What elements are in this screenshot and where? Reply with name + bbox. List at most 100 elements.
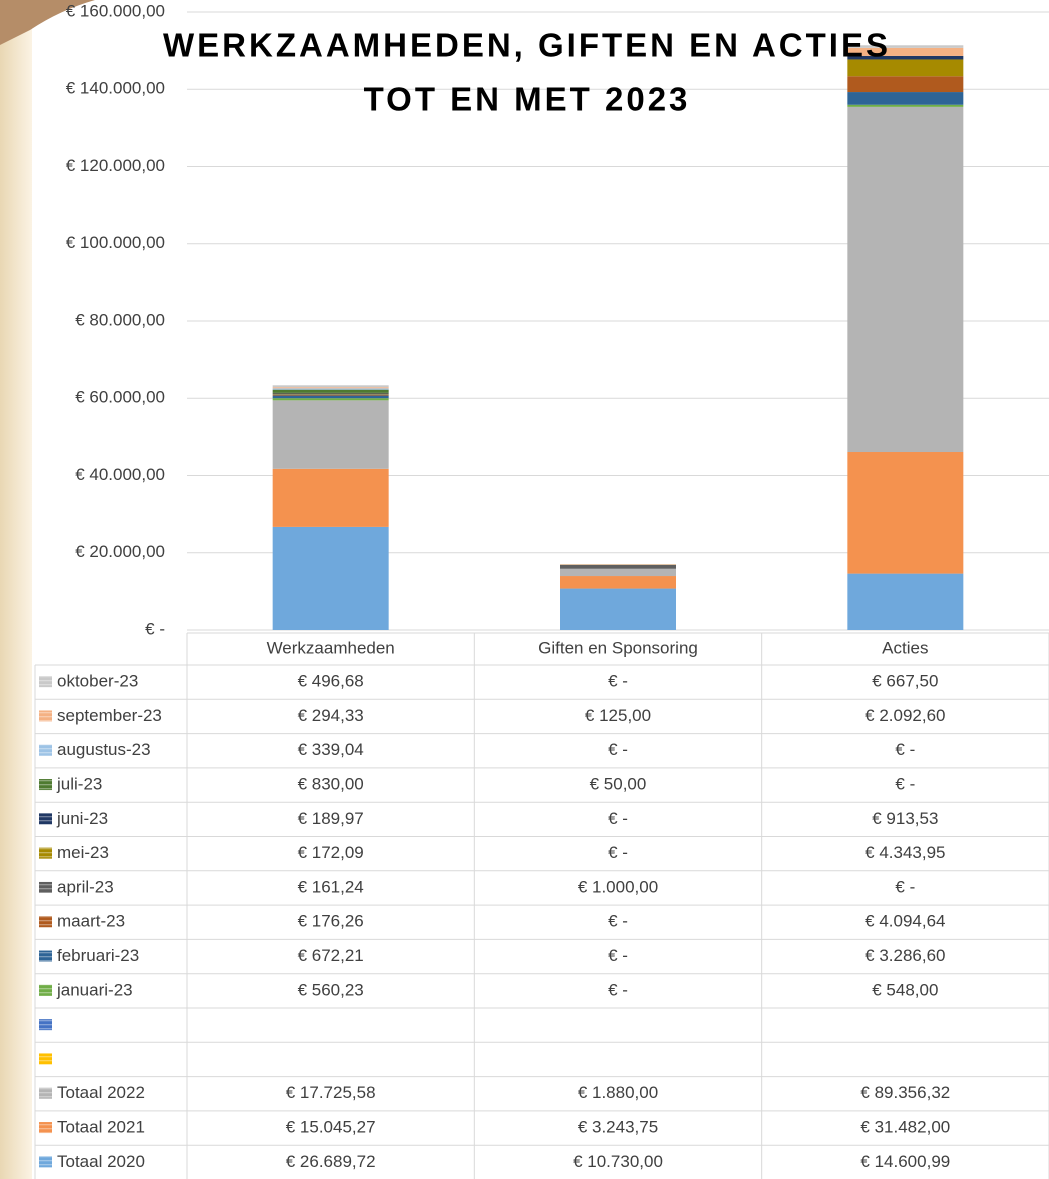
legend-label: mei-23 [57, 843, 109, 862]
table-cell: € 1.000,00 [578, 877, 658, 896]
bar-segment [847, 574, 963, 630]
table-cell: € - [895, 775, 915, 794]
bar-segment [273, 398, 389, 400]
background-strip [0, 0, 32, 1179]
table-cell: € 548,00 [872, 980, 938, 999]
legend-swatch-stripes [39, 985, 52, 996]
x-tick-label: Giften en Sponsoring [538, 638, 698, 657]
table-cell: € 2.092,60 [865, 706, 945, 725]
bar-segment [273, 393, 389, 394]
table-cell: € 172,09 [298, 843, 364, 862]
table-cell: € 913,53 [872, 809, 938, 828]
legend-label: Totaal 2022 [57, 1083, 145, 1102]
y-tick-label: € 40.000,00 [75, 465, 165, 484]
chart-title: TOT EN MET 2023 [364, 81, 691, 118]
table-cell: € 339,04 [298, 740, 364, 759]
table-cell: € 560,23 [298, 980, 364, 999]
legend-label: Totaal 2020 [57, 1152, 145, 1171]
bar-segment [273, 387, 389, 388]
legend-swatch-stripes [39, 813, 52, 824]
legend-label: Totaal 2021 [57, 1118, 145, 1137]
bar-segment [847, 452, 963, 574]
table-cell: € 14.600,99 [860, 1152, 950, 1171]
table-cell: € 125,00 [585, 706, 651, 725]
legend-swatch-stripes [39, 951, 52, 962]
bar-segment [273, 395, 389, 396]
table-cell: € - [608, 946, 628, 965]
legend-swatch-stripes [39, 882, 52, 893]
bar-segment [560, 569, 676, 576]
legend-label: juli-23 [56, 775, 102, 794]
legend-swatch-stripes [39, 1088, 52, 1099]
table-cell: € 10.730,00 [573, 1152, 663, 1171]
legend-swatch-stripes [39, 745, 52, 756]
table-cell: € 4.094,64 [865, 912, 945, 931]
legend-swatch-stripes [39, 676, 52, 687]
chart-title: WERKZAAMHEDEN, GIFTEN EN ACTIES [163, 27, 891, 64]
legend-swatch-stripes [39, 1122, 52, 1133]
table-cell: € 31.482,00 [860, 1118, 950, 1137]
bar-segment [273, 400, 389, 468]
x-tick-label: Werkzaamheden [267, 638, 395, 657]
table-cell: € - [895, 740, 915, 759]
table-cell: € 89.356,32 [860, 1083, 950, 1102]
bar-segment [560, 576, 676, 589]
table-cell: € 667,50 [872, 672, 938, 691]
legend-label: februari-23 [57, 946, 139, 965]
bar-segment [560, 565, 676, 569]
table-cell: € - [608, 980, 628, 999]
table-cell: € - [608, 809, 628, 828]
bar-segment [273, 388, 389, 389]
y-tick-label: € - [145, 619, 165, 638]
legend-swatch-stripes [39, 1019, 52, 1030]
y-tick-label: € 100.000,00 [66, 233, 165, 252]
legend-swatch-stripes [39, 916, 52, 927]
legend-label: april-23 [57, 877, 114, 896]
legend-label: juni-23 [56, 809, 108, 828]
table-cell: € 1.880,00 [578, 1083, 658, 1102]
y-tick-label: € 80.000,00 [75, 310, 165, 329]
table-cell: € 161,24 [298, 877, 364, 896]
table-cell: € 189,97 [298, 809, 364, 828]
table-cell: € 294,33 [298, 706, 364, 725]
table-cell: € - [608, 740, 628, 759]
table-cell: € 176,26 [298, 912, 364, 931]
legend-swatch-stripes [39, 710, 52, 721]
table-cell: € 26.689,72 [286, 1152, 376, 1171]
legend-swatch-stripes [39, 848, 52, 859]
table-cell: € 4.343,95 [865, 843, 945, 862]
bar-segment [273, 527, 389, 630]
bar-segment [273, 390, 389, 393]
legend-swatch-stripes [39, 1156, 52, 1167]
legend-swatch-stripes [39, 779, 52, 790]
legend-swatch-stripes [39, 1053, 52, 1064]
legend-label: september-23 [57, 706, 162, 725]
bar-segment [273, 469, 389, 527]
bar-segment [847, 76, 963, 92]
bar-segment [847, 107, 963, 452]
table-cell: € 15.045,27 [286, 1118, 376, 1137]
table-cell: € 830,00 [298, 775, 364, 794]
legend-label: oktober-23 [57, 672, 138, 691]
y-tick-label: € 20.000,00 [75, 542, 165, 561]
table-cell: € - [608, 912, 628, 931]
bar-segment [273, 394, 389, 395]
table-cell: € 50,00 [590, 775, 647, 794]
table-cell: € 3.243,75 [578, 1118, 658, 1137]
table-cell: € 672,21 [298, 946, 364, 965]
table-cell: € - [608, 843, 628, 862]
table-cell: € 496,68 [298, 672, 364, 691]
bar-segment [273, 396, 389, 399]
table-cell: € 17.725,58 [286, 1083, 376, 1102]
bar-segment [273, 394, 389, 395]
legend-label: maart-23 [57, 912, 125, 931]
y-tick-label: € 120.000,00 [66, 156, 165, 175]
chart: € - € 20.000,00 € 40.000,00 € 60.000,00 € 80… [0, 0, 1049, 1179]
y-tick-label: € 60.000,00 [75, 388, 165, 407]
legend-label: januari-23 [56, 980, 133, 999]
bar-segment [560, 589, 676, 630]
y-tick-label: € 160.000,00 [66, 1, 165, 20]
y-tick-label: € 140.000,00 [66, 79, 165, 98]
table-cell: € 3.286,60 [865, 946, 945, 965]
legend-label: augustus-23 [57, 740, 151, 759]
